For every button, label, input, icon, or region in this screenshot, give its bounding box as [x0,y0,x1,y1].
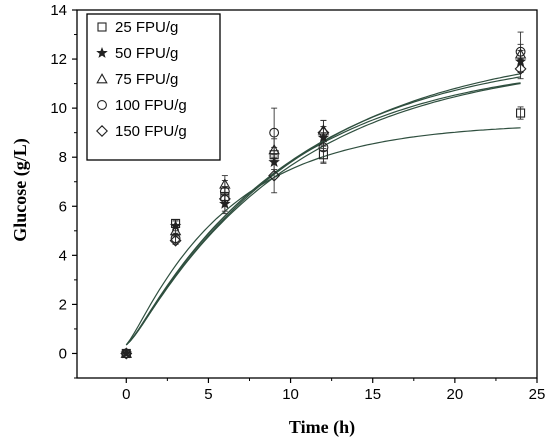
legend-label: 75 FPU/g [115,71,178,88]
y-tick-label: 10 [50,100,67,117]
y-tick-label: 12 [50,51,67,68]
data-point [514,48,527,59]
data-point [218,192,231,205]
data-point [515,46,526,57]
legend-marker [97,100,107,110]
data-point [219,178,231,189]
data-point [219,186,230,197]
y-tick-label: 0 [59,345,67,362]
legend-marker [96,125,108,137]
x-tick-label: 15 [364,386,381,403]
y-tick-label: 14 [50,2,67,19]
data-point [514,62,527,75]
x-tick-label: 10 [282,386,299,403]
y-tick-label: 4 [59,247,67,264]
data-point [268,169,281,182]
legend-label: 100 FPU/g [115,97,187,114]
data-point [268,156,280,167]
data-point [120,347,133,360]
data-point [170,233,181,244]
data-point [317,131,330,143]
data-point [269,127,280,138]
y-tick-label: 6 [59,198,67,215]
data-point [268,143,280,155]
plot-frame [76,9,538,379]
y-tick-label: 8 [59,149,67,166]
legend-marker [97,22,107,32]
data-point [121,348,132,359]
legend-marker [96,73,108,84]
data-points [120,46,527,360]
legend-marker [96,46,108,58]
legend-label: 150 FPU/g [115,123,187,140]
x-tick-label: 25 [529,386,546,403]
data-point [120,347,133,358]
x-tick-label: 5 [204,386,212,403]
data-point [317,126,330,139]
x-tick-label: 0 [122,386,130,403]
data-point [219,197,231,209]
data-point [318,150,328,160]
y-tick-label: 2 [59,296,67,313]
legend: 25 FPU/g 50 FPU/g 75 FPU/g 100 FPU/g 150 FPU… [86,13,221,161]
error-bars [172,31,524,245]
data-point [318,142,329,153]
data-point [169,234,182,247]
legend-label: 25 FPU/g [115,19,178,36]
data-point [516,108,526,118]
x-tick-label: 20 [447,386,464,403]
legend-box [86,13,221,161]
x-axis-title: Time (h) [289,417,355,438]
y-axis-title: Glucose (g/L) [10,138,31,242]
axes: 0 5 10 15 20 25 0 2 4 6 8 10 12 14 [50,2,545,403]
legend-label: 50 FPU/g [115,45,178,62]
